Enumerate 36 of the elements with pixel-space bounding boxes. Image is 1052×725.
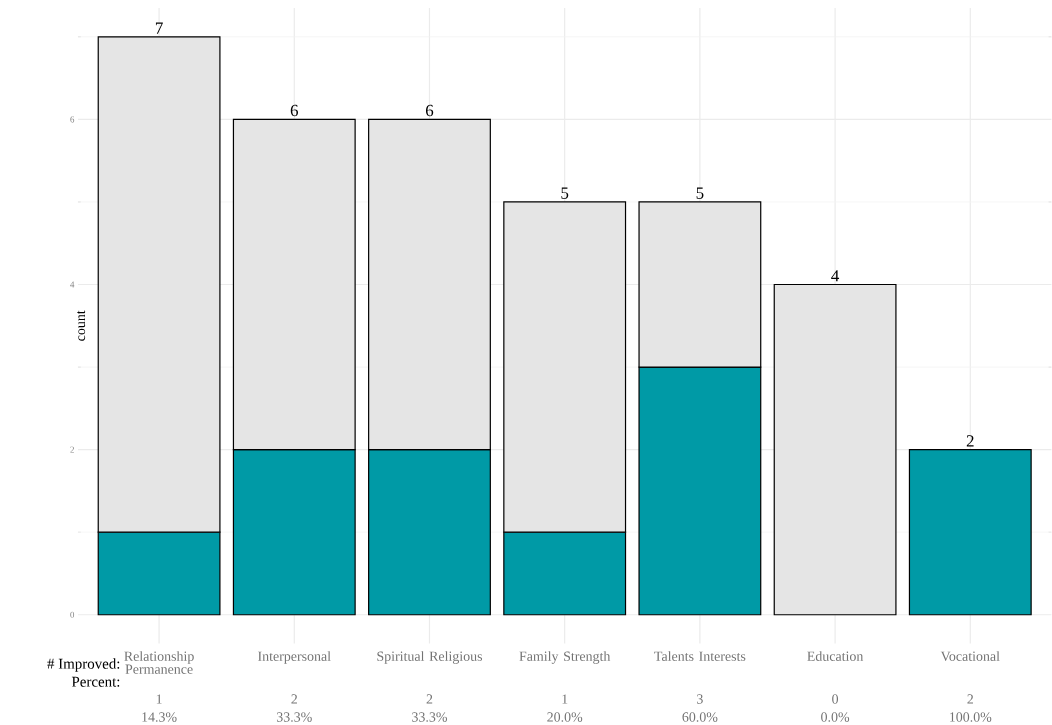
total-label: 6 (425, 104, 434, 117)
data-label: 1 (562, 694, 568, 704)
total-label: 6 (290, 104, 299, 117)
text: 33.3% (412, 712, 448, 722)
x-tick-label: Interpersonal (258, 651, 331, 664)
text: 60.0% (682, 712, 718, 722)
total-label: 5 (696, 187, 704, 199)
x-tick-label: Vocational (940, 651, 1000, 661)
x-tick-label: Family Strength (519, 651, 611, 664)
text: 14.3% (142, 712, 177, 722)
data-label: 0 (832, 694, 839, 704)
total-label: 2 (966, 435, 974, 447)
y-tick-label: 0 (70, 611, 75, 618)
x-tick-label: Talents Interests (654, 651, 746, 661)
text: 100.0% (950, 712, 992, 722)
data-label: 2 (967, 694, 973, 704)
y-tick-label: 2 (70, 446, 74, 453)
y-tick-label: 6 (70, 116, 75, 123)
data-label: 3 (697, 694, 703, 704)
text: 33.3% (276, 712, 312, 722)
data-label: 1 (156, 694, 162, 704)
total-label: 4 (831, 270, 840, 282)
x-tick-label: Education (807, 651, 864, 661)
bar (908, 448, 1032, 616)
total-label: 7 (155, 22, 163, 34)
y-axis-title: count (77, 310, 86, 341)
x-tick-label: Spiritual Religious (377, 651, 483, 664)
data-label: 2 (291, 694, 297, 704)
text: 20.0% (547, 712, 583, 722)
text: # Improved: (47, 658, 120, 672)
text: 0.0% (821, 712, 850, 722)
text: Percent: (71, 676, 120, 687)
y-tick-label: 4 (70, 281, 75, 288)
x-tick-label: Relationship Permanence (124, 651, 194, 674)
total-label: 5 (561, 187, 569, 199)
data-label: 2 (426, 694, 433, 704)
